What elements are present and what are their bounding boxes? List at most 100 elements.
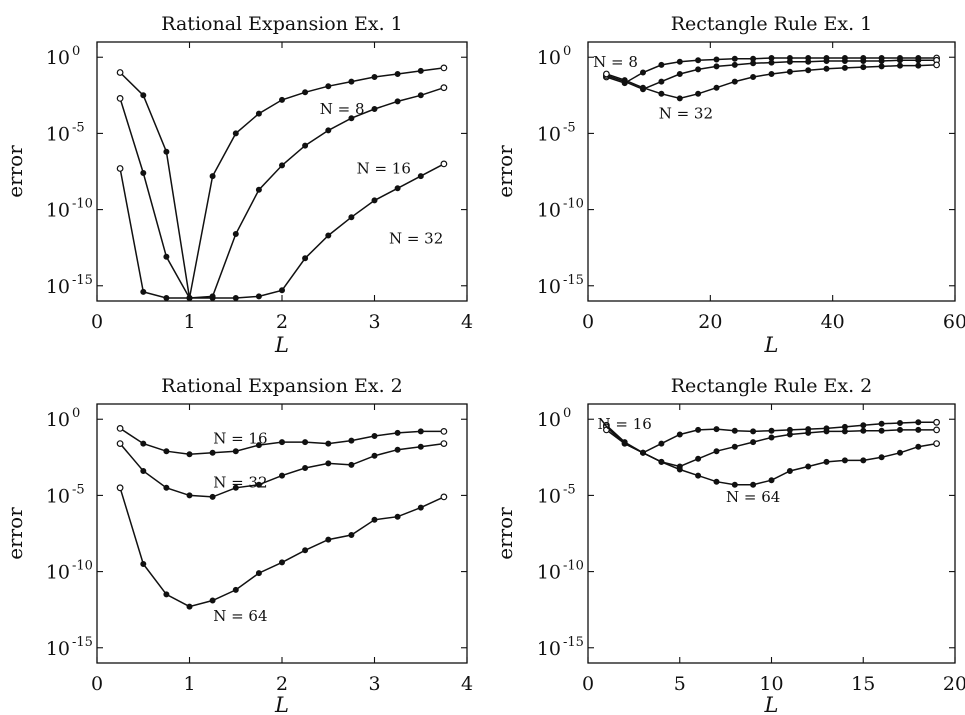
y-tick-exponent: 0: [563, 406, 571, 421]
y-tick-label: 10: [537, 276, 561, 298]
data-point: [695, 90, 702, 97]
data-point: [915, 57, 922, 64]
series-annotation: N = 64: [726, 488, 780, 506]
data-point: [658, 78, 665, 85]
plot-frame: [96, 41, 468, 302]
data-point: [163, 591, 170, 598]
data-point: [805, 463, 812, 470]
y-tick-label: 10: [537, 485, 561, 507]
data-point: [394, 98, 401, 105]
data-point: [163, 148, 170, 155]
y-tick-exponent: -15: [72, 635, 93, 650]
data-point: [750, 439, 757, 446]
y-tick-exponent: 0: [563, 44, 571, 59]
data-point: [371, 433, 378, 439]
data-point: [140, 561, 147, 567]
data-point: [695, 472, 702, 479]
x-axis-label: L: [274, 333, 289, 357]
data-point: [897, 62, 903, 69]
data-point: [163, 253, 170, 260]
data-point: [658, 458, 665, 465]
data-point: [805, 429, 812, 436]
data-point: [140, 288, 147, 295]
data-point: [915, 62, 922, 69]
y-tick-exponent: -5: [563, 482, 576, 497]
data-point: [915, 419, 922, 426]
data-point: [713, 448, 720, 455]
y-axis-label: error: [3, 145, 27, 198]
data-point: [440, 440, 448, 448]
data-point: [750, 428, 757, 435]
data-point: [786, 431, 793, 438]
data-point: [786, 68, 793, 75]
y-tick-label: 10: [537, 123, 561, 145]
y-tick-label: 10: [46, 638, 70, 660]
data-point: [371, 106, 378, 112]
data-point: [116, 165, 124, 172]
data-point: [823, 428, 830, 435]
x-axis-label: L: [764, 333, 779, 357]
data-point: [768, 477, 775, 484]
data-point: [658, 61, 665, 68]
data-point: [640, 69, 646, 76]
y-tick-exponent: -10: [563, 559, 584, 574]
plot-frame: [587, 41, 956, 302]
data-point: [371, 74, 378, 80]
series-2: [116, 84, 448, 301]
data-point: [394, 446, 401, 453]
series-line: [606, 64, 937, 100]
y-tick-label: 10: [537, 562, 561, 584]
data-point: [279, 162, 285, 169]
x-tick-label: 3: [368, 673, 380, 695]
data-point: [394, 71, 401, 77]
y-tick-label: 10: [537, 638, 561, 660]
data-point: [371, 197, 378, 204]
data-point: [731, 78, 738, 85]
data-point: [915, 426, 922, 433]
y-tick-exponent: -5: [72, 120, 85, 135]
data-point: [440, 84, 448, 92]
data-point: [140, 92, 147, 99]
data-point: [371, 452, 378, 459]
data-point: [823, 458, 830, 465]
series-3: [603, 61, 940, 102]
data-point: [621, 440, 628, 447]
data-point: [232, 586, 239, 593]
data-point: [860, 58, 867, 64]
data-point: [768, 427, 775, 434]
data-point: [140, 170, 147, 176]
data-point: [933, 418, 940, 426]
data-point: [823, 58, 830, 64]
data-point: [325, 127, 332, 134]
data-point: [768, 71, 775, 77]
data-point: [325, 232, 332, 239]
data-point: [640, 84, 646, 91]
data-point: [878, 63, 885, 70]
y-tick-exponent: 0: [72, 44, 80, 59]
data-point: [371, 516, 378, 523]
data-point: [841, 58, 848, 64]
data-point: [440, 64, 448, 72]
y-tick-exponent: -5: [72, 482, 85, 497]
data-point: [878, 454, 885, 461]
data-point: [255, 442, 262, 449]
data-point: [695, 66, 702, 73]
y-tick-label: 10: [46, 47, 70, 69]
data-point: [279, 472, 285, 479]
series-line: [119, 487, 445, 608]
y-tick-label: 10: [537, 409, 561, 431]
series-annotation: N = 16: [213, 429, 267, 447]
data-point: [658, 90, 665, 97]
data-point: [860, 457, 867, 464]
series-1: [116, 425, 448, 458]
data-point: [786, 468, 793, 474]
chart-title: Rational Expansion Ex. 2: [161, 375, 403, 397]
data-point: [713, 84, 720, 91]
x-tick-label: 0: [91, 673, 103, 695]
series-2: [116, 440, 448, 500]
data-point: [841, 428, 848, 435]
data-point: [279, 96, 285, 103]
data-point: [713, 478, 720, 485]
data-point: [394, 513, 401, 520]
series-1: [603, 418, 940, 456]
